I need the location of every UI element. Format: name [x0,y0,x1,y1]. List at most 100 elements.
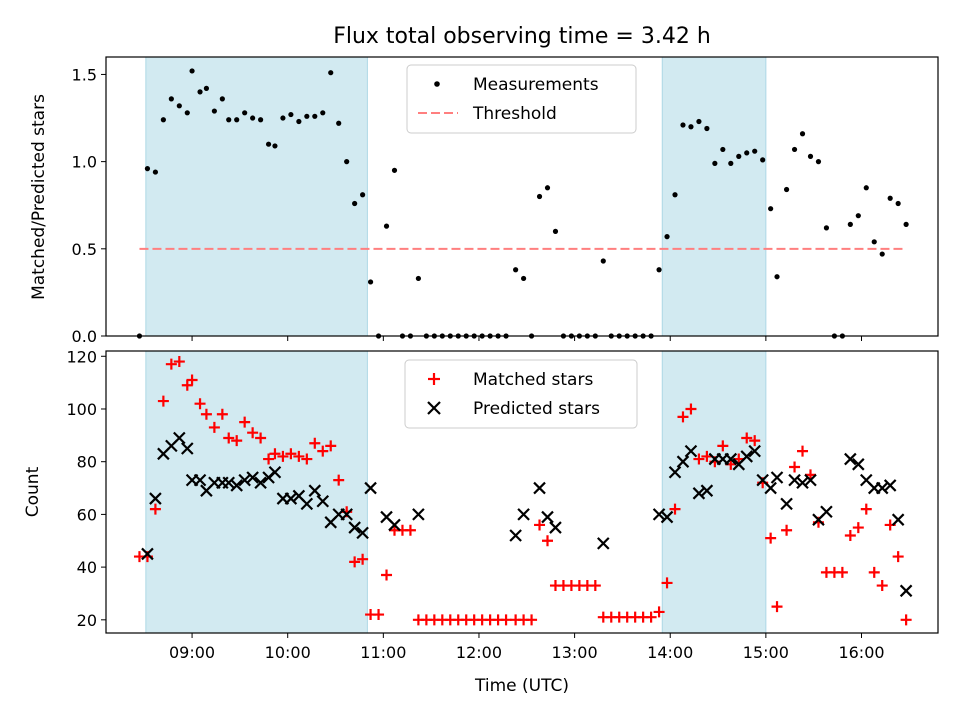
predicted-point-37 [549,521,562,534]
ratio-y-tick-label-2: 1.0 [72,153,97,172]
matched-point-20 [285,448,297,460]
matched-point-11 [216,408,228,420]
legend-measurements-marker [434,81,440,87]
measurement-point-2 [152,169,159,175]
predicted-point-29 [364,481,377,495]
measurement-point-9 [203,85,210,91]
measurement-point-77 [744,150,750,156]
measurement-point-80 [768,206,774,212]
matched-point-84 [797,445,809,457]
matched-point-76 [733,453,745,465]
predicted-point-48 [724,452,738,466]
predicted-point-40 [660,510,674,524]
legend-matched-label: Matched stars [473,370,593,390]
matched-point-29 [357,553,369,565]
predicted-point-32 [412,508,425,521]
matched-point-96 [892,551,904,563]
predicted-point-5 [181,442,194,455]
matched-point-52 [542,535,554,547]
measurement-point-5 [176,103,182,109]
ratio-panel: 0.0 0.5 1.0 1.5 Matched/Predicted stars Mea… [29,56,939,346]
predicted-point-60 [820,505,833,519]
predicted-point-68 [899,584,913,598]
measurement-point-16 [258,117,264,123]
predicted-point-26 [340,508,353,521]
predicted-point-23 [316,494,330,508]
measurement-point-97 [903,221,909,227]
chart-title: Flux total observing time = 3.42 h [333,24,711,49]
predicted-point-58 [804,473,817,487]
measurement-point-11 [219,96,225,102]
measurement-point-79 [760,157,766,163]
predicted-point-65 [875,481,889,495]
predicted-point-31 [388,518,401,532]
measurement-point-66 [656,267,662,273]
matched-point-26 [333,474,345,486]
legend-predicted-marker [427,401,441,415]
measurement-point-69 [680,122,686,128]
matched-point-77 [741,432,753,444]
measurement-point-53 [552,228,559,234]
measurement-point-52 [544,185,551,191]
matched-point-89 [836,566,848,578]
matched-point-10 [208,421,220,433]
measurement-point-90 [847,221,853,227]
matched-point-97 [900,614,912,626]
legend-predicted-label: Predicted stars [473,399,600,419]
measurement-point-82 [783,186,790,193]
matched-point-72 [701,450,713,462]
matched-point-8 [194,398,206,410]
matched-point-35 [404,524,416,536]
measurement-point-49 [520,275,527,282]
predicted-point-45 [700,484,714,497]
predicted-point-22 [308,484,322,497]
measurement-point-8 [197,89,203,95]
measurement-point-87 [823,225,830,231]
predicted-point-4 [173,431,186,445]
predicted-point-14 [246,471,259,484]
matched-point-14 [239,416,251,428]
matched-point-3 [157,395,169,407]
matched-point-65 [645,611,657,623]
matched-point-24 [317,445,329,457]
matched-point-2 [149,503,161,515]
shaded-interval-top-1 [145,56,368,337]
count-marks [133,356,913,626]
predicted-point-66 [883,479,897,492]
count-y-tick-label-0: 20 [77,611,97,630]
matched-point-13 [231,435,243,447]
count-y-tick-label-5: 120 [66,347,97,366]
count-legend: Matched stars Predicted stars [404,359,638,429]
matched-point-85 [804,469,816,481]
measurement-point-12 [226,117,232,123]
matched-point-69 [677,411,689,423]
matched-point-74 [717,440,729,452]
predicted-point-7 [193,473,207,487]
measurement-point-75 [728,160,734,166]
measurement-point-3 [160,117,166,123]
predicted-point-39 [652,508,666,521]
time-x-tick-label-7: 16:00 [838,643,884,662]
matched-point-16 [255,432,267,444]
measurement-point-93 [871,239,877,245]
predicted-point-56 [788,473,801,487]
measurement-point-74 [720,146,726,153]
measurement-point-76 [736,153,742,159]
predicted-point-55 [780,497,793,511]
matched-point-51 [534,519,546,531]
time-x-tick-label-2: 11:00 [360,643,406,662]
predicted-point-27 [348,521,361,534]
observing-intervals-bottom [145,350,767,634]
shaded-interval-bottom-1 [145,350,368,634]
predicted-point-36 [541,510,554,524]
measurement-point-20 [288,111,294,118]
matched-point-32 [381,569,393,581]
measurement-point-28 [352,200,358,207]
matched-point-83 [789,461,801,473]
legend-threshold-label: Threshold [472,104,557,124]
predicted-point-43 [684,444,698,458]
time-x-tick-label-4: 13:00 [552,643,598,662]
measurement-point-91 [855,213,861,219]
matched-point-23 [309,437,321,449]
